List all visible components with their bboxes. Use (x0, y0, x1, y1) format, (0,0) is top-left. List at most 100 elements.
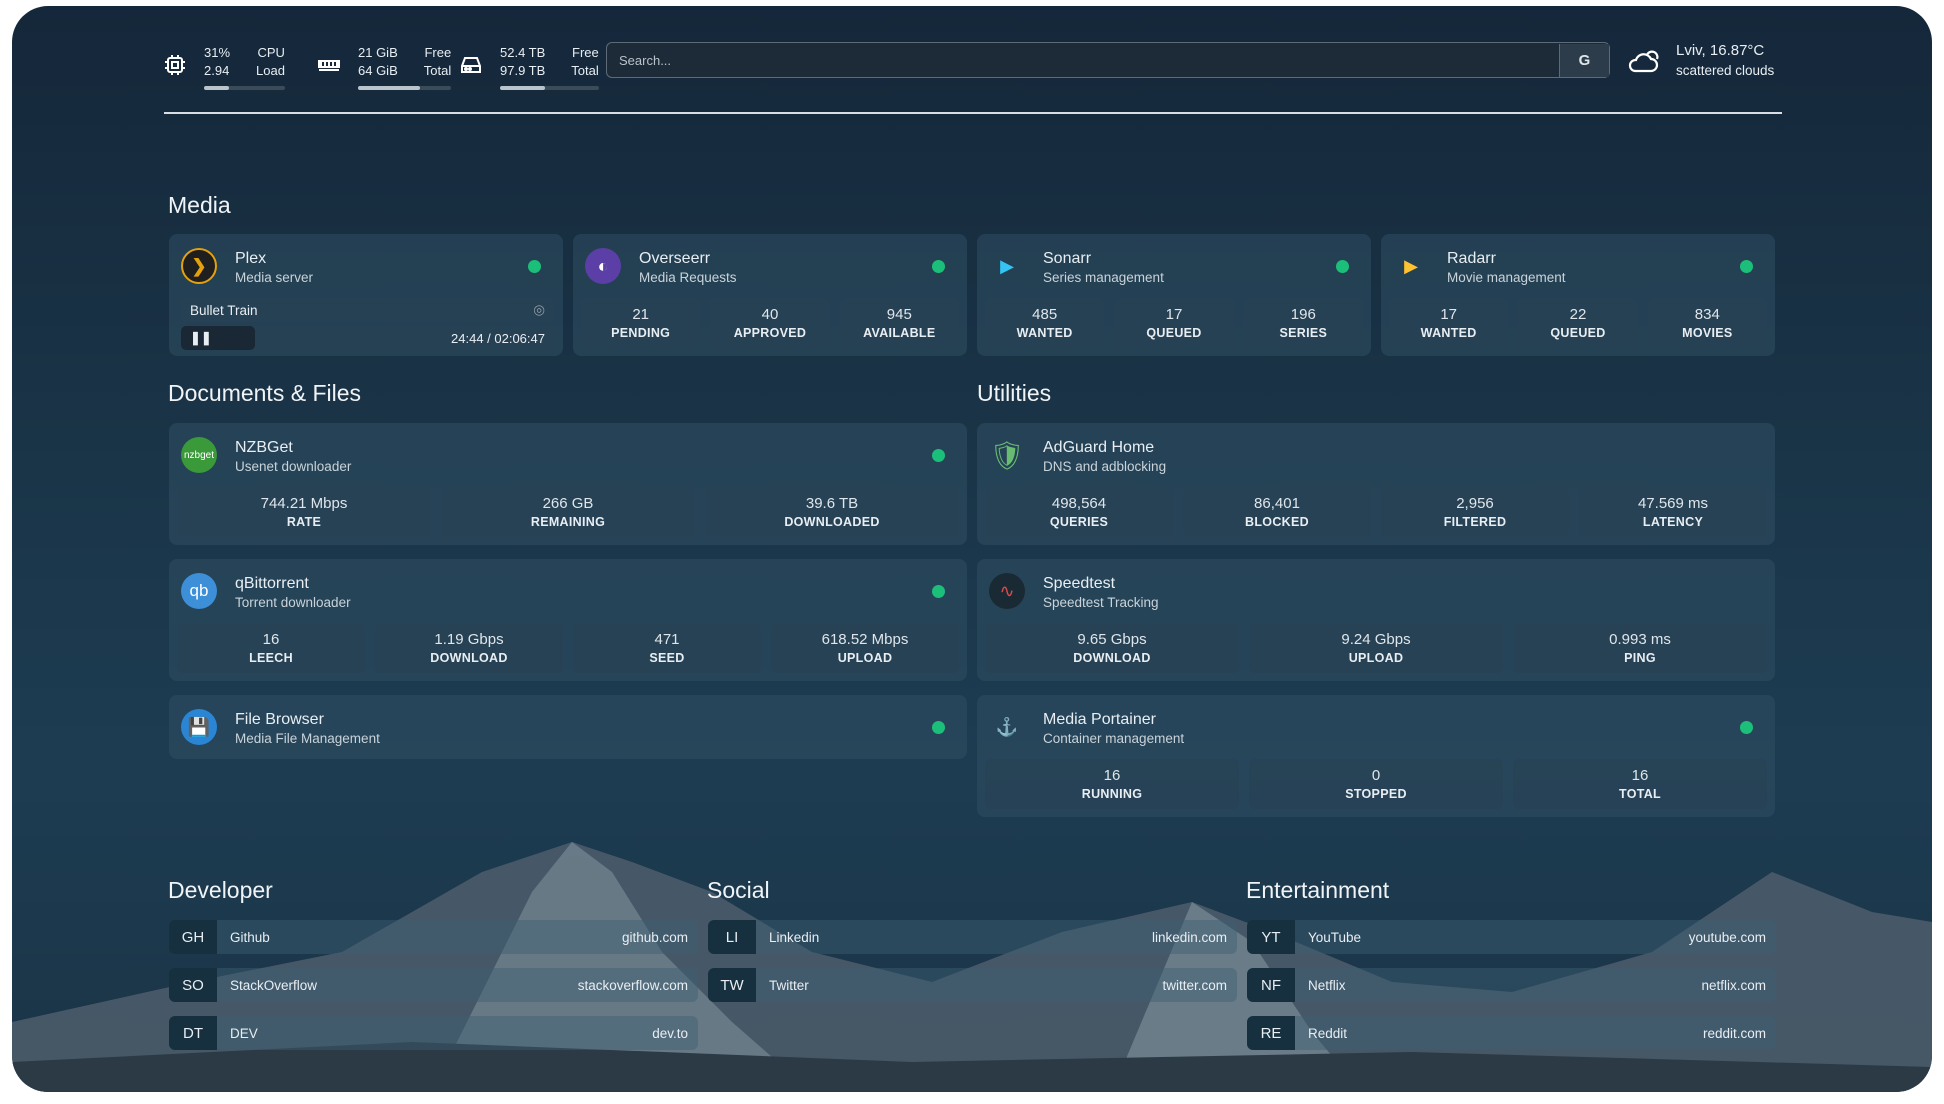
memory-widget: 21 GiB Free 64 GiB Total (316, 40, 452, 90)
status-dot (932, 449, 945, 462)
service-desc: DNS and adblocking (1043, 459, 1167, 474)
disk-bar (500, 86, 599, 90)
bookmark-netflix[interactable]: NF Netflix netflix.com (1247, 968, 1776, 1002)
stat-label: SEED (649, 651, 685, 665)
stats-row: 16 RUNNING 0 STOPPED 16 TOTAL (985, 759, 1767, 809)
stat-value: 21 (632, 306, 649, 323)
search-input[interactable] (607, 52, 1559, 68)
stat-value: 0 (1371, 767, 1381, 784)
stat-value: 471 (654, 631, 680, 648)
stat-stopped: 0 STOPPED (1249, 759, 1503, 809)
stat-label: DOWNLOAD (430, 651, 508, 665)
stat-value: 39.6 TB (805, 495, 859, 512)
status-dot (932, 585, 945, 598)
total-label: Total (423, 63, 452, 78)
stat-filtered: 2,956 FILTERED (1381, 487, 1569, 537)
stat-label: UPLOAD (837, 651, 893, 665)
card-nzbget[interactable]: nzbget NZBGet Usenet downloader 744.21 M… (169, 423, 967, 545)
stat-value: 22 (1569, 306, 1587, 323)
stats-row: 21 PENDING 40 APPROVED 945 AVAILABLE (581, 298, 959, 348)
stat-value: 9.65 Gbps (1077, 631, 1147, 648)
service-desc: Media File Management (235, 731, 380, 746)
bookmark-reddit[interactable]: RE Reddit reddit.com (1247, 1016, 1776, 1050)
card-overseerr[interactable]: ◐ Overseerr Media Requests 21 PENDING 40 AP… (573, 234, 967, 356)
service-name: qBittorrent (235, 575, 309, 592)
stat-value: 16 (262, 631, 280, 648)
stat-label: RATE (286, 515, 322, 529)
bookmark-dev[interactable]: DT DEV dev.to (169, 1016, 698, 1050)
plex-icon: ❯ (181, 248, 217, 284)
stat-approved: 40 APPROVED (710, 298, 830, 348)
shield-icon: 🛡 (989, 439, 1025, 471)
card-qbittorrent[interactable]: qb qBittorrent Torrent downloader 16 LEEC… (169, 559, 967, 681)
google-search-button[interactable]: G (1559, 43, 1609, 77)
bookmark-abbr: LI (708, 920, 756, 954)
header-divider (164, 112, 1782, 114)
bookmark-youtube[interactable]: YT YouTube youtube.com (1247, 920, 1776, 954)
overseerr-icon: ◐ (585, 248, 621, 284)
bookmark-name: StackOverflow (230, 977, 318, 993)
search-bar: G (606, 42, 1610, 78)
harddrive-icon (458, 52, 484, 78)
service-name: AdGuard Home (1043, 439, 1155, 456)
stat-upload: 618.52 Mbps UPLOAD (771, 623, 959, 673)
card-adguard[interactable]: 🛡 AdGuard Home DNS and adblocking 498,56… (977, 423, 1775, 545)
ram-total: 64 GiB (358, 63, 398, 78)
service-desc: Series management (1043, 270, 1164, 285)
bookmark-stackoverflow[interactable]: SO StackOverflow stackoverflow.com (169, 968, 698, 1002)
stat-total: 16 TOTAL (1513, 759, 1767, 809)
disk-total: 97.9 TB (500, 63, 546, 78)
bookmark-abbr: SO (169, 968, 217, 1002)
portainer-icon: ⚓ (995, 716, 1019, 737)
service-name: Speedtest (1043, 575, 1116, 592)
section-utilities: Utilities (977, 380, 1052, 406)
stat-value: 17 (1165, 306, 1183, 323)
stat-blocked: 86,401 BLOCKED (1183, 487, 1371, 537)
disk-widget: 52.4 TB Free 97.9 TB Total (458, 40, 599, 90)
service-name: Media Portainer (1043, 711, 1156, 728)
total-label: Total (571, 63, 599, 78)
bookmark-linkedin[interactable]: LI Linkedin linkedin.com (708, 920, 1237, 954)
stat-queued: 22 QUEUED (1518, 298, 1638, 348)
bookmark-twitter[interactable]: TW Twitter twitter.com (708, 968, 1237, 1002)
stat-label: LATENCY (1642, 515, 1704, 529)
stat-label: FILTERED (1443, 515, 1507, 529)
nzbget-icon: nzbget (181, 437, 217, 473)
section-documents: Documents & Files (168, 380, 362, 406)
stream-icon[interactable]: ◎ (533, 302, 545, 317)
status-dot (932, 721, 945, 734)
card-sonarr[interactable]: ▶ Sonarr Series management 485 WANTED 17 QU… (977, 234, 1371, 356)
card-filebrowser[interactable]: 💾 File Browser Media File Management (169, 695, 967, 759)
stat-label: QUEUED (1550, 326, 1606, 340)
weather-widget: Lviv, 16.87°C scattered clouds (1626, 36, 1774, 86)
stat-label: RUNNING (1081, 787, 1143, 801)
stat-label: WANTED (1016, 326, 1073, 340)
bookmark-github[interactable]: GH Github github.com (169, 920, 698, 954)
service-name: Radarr (1447, 250, 1496, 267)
stat-latency: 47.569 ms LATENCY (1579, 487, 1767, 537)
service-desc: Container management (1043, 731, 1185, 746)
stat-download: 9.65 Gbps DOWNLOAD (985, 623, 1239, 673)
stat-running: 16 RUNNING (985, 759, 1239, 809)
cloud-icon (1626, 48, 1662, 74)
now-playing: Bullet Train ◎ (181, 298, 553, 322)
service-name: NZBGet (235, 439, 293, 456)
stat-movies: 834 MOVIES (1647, 298, 1767, 348)
service-desc: Media Requests (639, 270, 737, 285)
card-plex[interactable]: ❯ Plex Media server Bullet Train ◎ ❚❚ 24:… (169, 234, 563, 356)
service-name: Sonarr (1043, 250, 1092, 267)
card-radarr[interactable]: ▶ Radarr Movie management 17 WANTED 22 QUEU… (1381, 234, 1775, 356)
stat-leech: 16 LEECH (177, 623, 365, 673)
stats-row: 9.65 Gbps DOWNLOAD 9.24 Gbps UPLOAD 0.993 ms… (985, 623, 1767, 673)
pause-icon[interactable]: ❚❚ (190, 330, 212, 345)
stat-queued: 17 QUEUED (1114, 298, 1234, 348)
bookmark-url: linkedin.com (1151, 929, 1227, 945)
filebrowser-icon: 💾 (181, 709, 217, 745)
stat-value: 945 (886, 306, 912, 323)
stat-label: REMAINING (530, 515, 606, 529)
stat-label: PENDING (611, 326, 671, 340)
card-speedtest[interactable]: ∿ Speedtest Speedtest Tracking 9.65 Gbps… (977, 559, 1775, 681)
stat-pending: 21 PENDING (581, 298, 701, 348)
stats-row: 485 WANTED 17 QUEUED 196 SERIES (985, 298, 1363, 348)
card-portainer[interactable]: ⚓ Media Portainer Container management 1… (977, 695, 1775, 817)
